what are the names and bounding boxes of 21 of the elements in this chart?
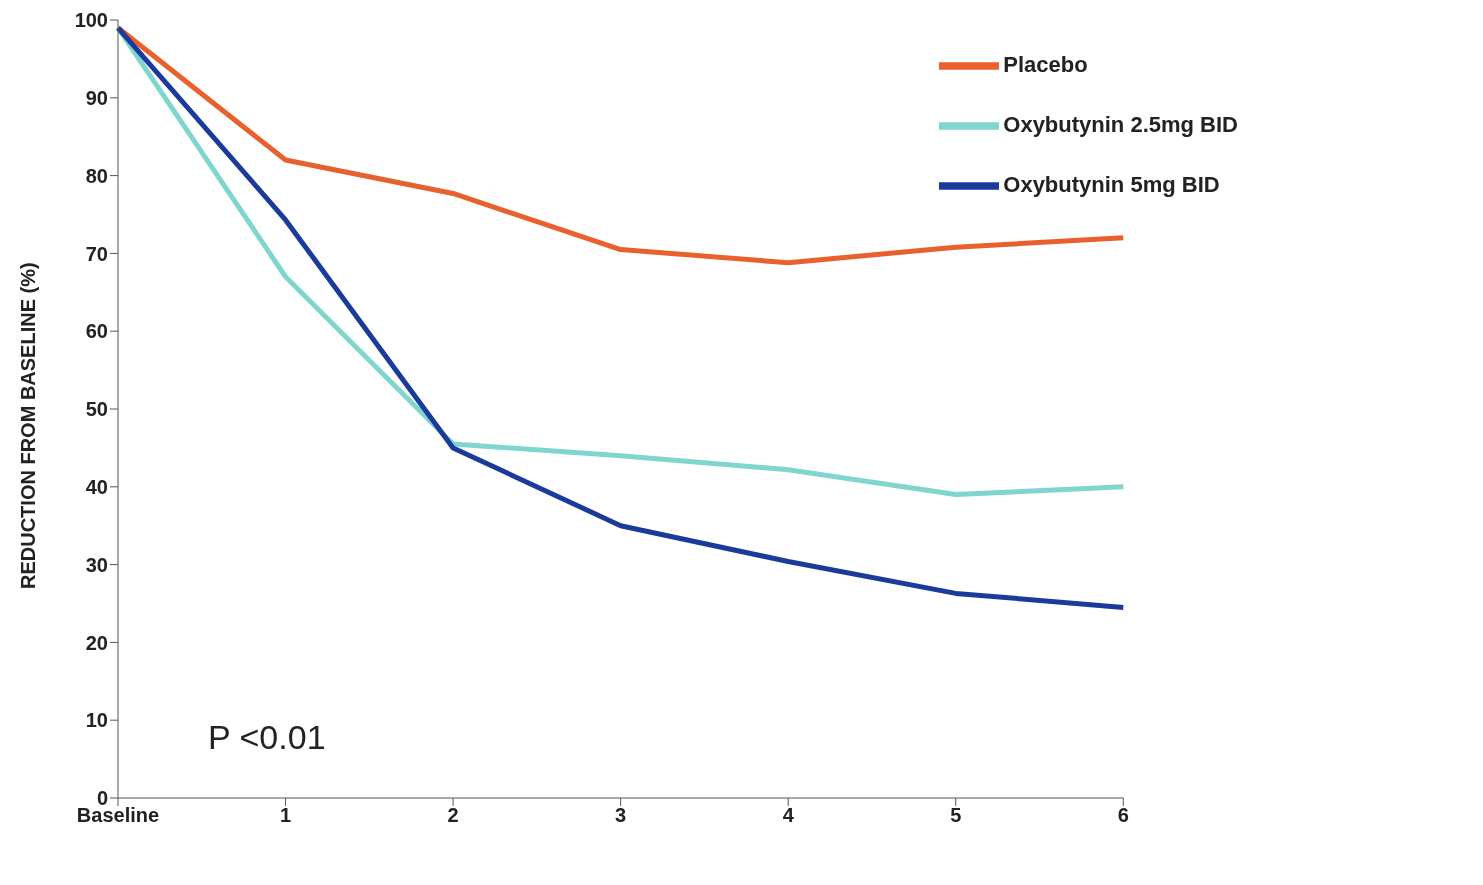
legend-label: Oxybutynin 2.5mg BID [1003,111,1238,137]
annotation: P <0.01 [208,718,326,757]
y-tick-label: 10 [85,709,108,732]
x-tick-label: 1 [279,804,292,827]
y-axis-title: REDUCTION FROM BASELINE (%) [17,262,40,589]
legend-label: Oxybutynin 5mg BID [1003,171,1220,197]
legend-label: Placebo [1003,51,1088,77]
y-tick-label: 70 [85,242,108,265]
y-tick-label: 30 [85,553,108,576]
x-tick-label: 2 [447,804,459,827]
x-tick-label: 5 [950,804,962,827]
y-tick-label: 60 [85,320,108,343]
x-tick-label: 6 [1117,804,1129,827]
y-tick-label: 40 [85,475,108,498]
x-tick-label: 3 [615,804,627,827]
y-tick-label: 100 [74,9,108,32]
x-tick-label: 4 [782,804,795,827]
y-tick-label: 50 [85,398,108,421]
y-tick-label: 20 [85,631,108,654]
y-tick-label: 80 [85,164,108,187]
y-tick-label: 90 [85,86,108,109]
